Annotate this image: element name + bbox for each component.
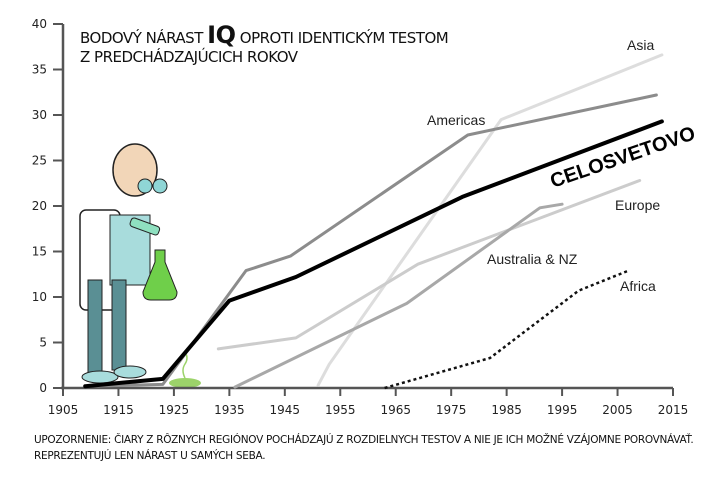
title-part1: BODOVÝ NÁRAST [80, 29, 203, 47]
x-tick-label: 1925 [159, 403, 190, 417]
x-tick-label: 2005 [602, 403, 633, 417]
x-tick-label: 1965 [380, 403, 411, 417]
y-tick-label: 40 [32, 17, 47, 31]
professor-illustration [79, 143, 201, 388]
series-label-asia: Asia [627, 37, 654, 53]
y-tick-label: 10 [32, 290, 47, 304]
title-iq: IQ [207, 21, 236, 49]
y-tick-label: 30 [32, 108, 47, 122]
x-tick-label: 1945 [270, 403, 301, 417]
series-line-asia [316, 53, 664, 387]
disclaimer-note: UPOZORNENIE: ČIARY Z RÔZNYCH REGIÓNOV PO… [34, 434, 694, 462]
x-tick-label: 1975 [436, 403, 467, 417]
series-label-europe: Europe [615, 197, 660, 213]
y-tick-label: 0 [39, 381, 47, 395]
y-tick-label: 25 [32, 154, 47, 168]
series-label-australia-nz: Australia & NZ [487, 251, 578, 267]
y-tick-label: 15 [32, 245, 47, 259]
series-line-celosvetovo [83, 119, 664, 389]
x-tick-label: 1955 [325, 403, 356, 417]
x-tick-label: 1985 [491, 403, 522, 417]
series-line-africa [384, 269, 630, 390]
x-tick-label: 1935 [214, 403, 245, 417]
axes: 1905 1915 1925 1935 1945 1955 1965 1975 1985 1995… [32, 17, 689, 417]
x-tick-label: 1915 [103, 403, 134, 417]
y-tick-label: 5 [39, 336, 47, 350]
series-line-americas [83, 93, 658, 388]
series-line-europe [216, 179, 642, 351]
x-tick-label: 1905 [48, 403, 79, 417]
series-line-australia-nz [233, 202, 564, 389]
title-line2: Z PREDCHÁDZAJÚCICH ROKOV [80, 48, 298, 66]
x-tick-label: 2015 [658, 403, 689, 417]
y-tick-label: 20 [32, 199, 47, 213]
series-label-africa: Africa [620, 278, 656, 294]
series-group [83, 53, 664, 390]
series-label-americas: Americas [427, 112, 485, 128]
x-tick-label: 1995 [547, 403, 578, 417]
y-tick-label: 35 [32, 63, 47, 77]
chart-title: BODOVÝ NÁRAST IQ OPROTI IDENTICKÝM TESTO… [80, 23, 449, 67]
title-part2: OPROTI IDENTICKÝM TESTOM [239, 29, 449, 47]
